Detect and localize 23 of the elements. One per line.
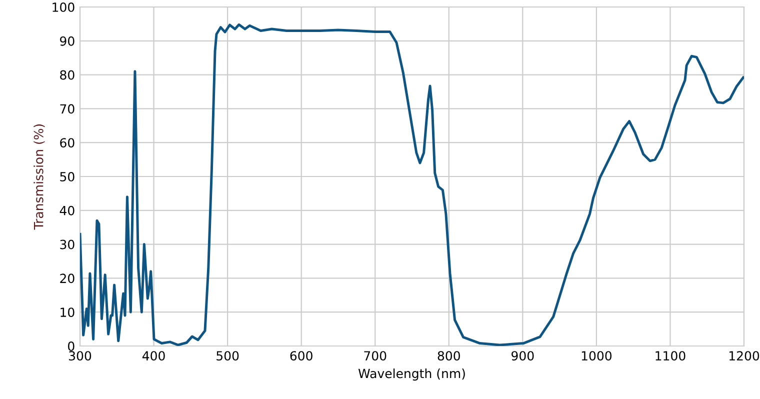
y-axis-title: Transmission (%) [34,124,45,230]
x-tick-label: 600 [290,351,312,361]
x-tick-label: 900 [512,351,534,361]
y-tick-label: 20 [60,274,74,284]
y-tick-label: 0 [68,341,74,351]
y-tick-label: 80 [60,70,74,80]
x-axis-title: Wavelength (nm) [358,368,465,381]
x-tick-label: 1100 [656,351,686,361]
y-tick-label: 30 [60,240,74,250]
x-tick-label: 300 [69,351,92,361]
x-tick-label: 1000 [582,351,612,361]
y-tick-label: 40 [60,206,74,216]
x-tick-label: 1200 [729,351,760,361]
y-tick-label: 10 [60,308,74,318]
y-tick-label: 60 [60,138,74,148]
y-tick-label: 70 [60,104,74,114]
y-tick-label: 100 [52,2,74,12]
x-tick-label: 400 [142,351,165,361]
x-tick-label: 500 [216,351,239,361]
x-tick-label: 700 [364,351,386,361]
y-tick-label: 90 [60,36,74,46]
y-tick-label: 50 [60,172,74,182]
x-tick-label: 800 [438,351,460,361]
